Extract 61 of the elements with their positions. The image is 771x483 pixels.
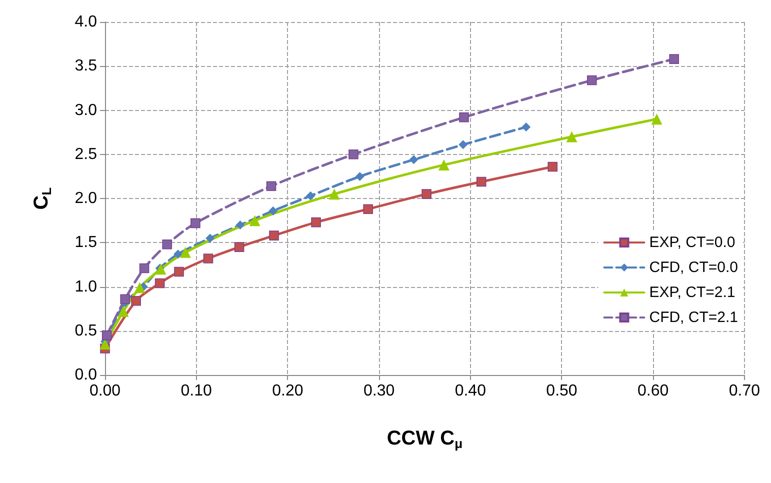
- y-tick-label: 1.5: [74, 234, 98, 252]
- point: [249, 215, 260, 226]
- point: [438, 159, 450, 170]
- point: [174, 250, 183, 259]
- point: [548, 162, 558, 172]
- point: [348, 149, 358, 160]
- x-tick-label: 0.70: [728, 382, 760, 400]
- point: [206, 234, 215, 243]
- point: [409, 155, 418, 164]
- y-tick-label: 3.0: [74, 102, 98, 119]
- y-tick-label: 2.5: [74, 146, 98, 163]
- point: [139, 263, 150, 274]
- x-tick-label: 0.60: [638, 382, 669, 400]
- point: [476, 176, 486, 187]
- y-tick-label: 1.0: [74, 278, 98, 296]
- y-axis-title: CL: [30, 187, 54, 210]
- y-tick-label: 0.5: [74, 322, 98, 340]
- legend-label: EXP, CT=2.1: [649, 284, 736, 301]
- point: [355, 172, 364, 181]
- point: [203, 254, 214, 264]
- y-tick-label: 0.0: [74, 366, 98, 384]
- y-tick-label: 4.0: [74, 14, 98, 30]
- legend-label: CFD, CT=2.1: [649, 309, 738, 326]
- point: [651, 114, 662, 125]
- point: [154, 278, 165, 288]
- point: [328, 188, 340, 200]
- point: [458, 140, 468, 150]
- x-tick-label: 0.20: [272, 382, 304, 400]
- point: [266, 181, 276, 192]
- point: [162, 239, 172, 250]
- legend-label: CFD, CT=0.0: [649, 259, 738, 276]
- legend-label: EXP, CT=0.0: [649, 234, 736, 251]
- point: [234, 242, 244, 252]
- x-tick-label: 0.50: [546, 382, 578, 400]
- y-tick-label: 3.5: [74, 58, 98, 75]
- x-tick-label: 0.40: [454, 382, 486, 400]
- point: [131, 296, 141, 306]
- point: [311, 217, 321, 228]
- point: [120, 294, 130, 304]
- point: [459, 112, 469, 122]
- point: [566, 131, 578, 142]
- x-tick-label: 0.00: [89, 382, 121, 400]
- point: [268, 206, 278, 216]
- point: [190, 218, 200, 228]
- point: [180, 246, 191, 258]
- point: [363, 204, 373, 214]
- point: [134, 282, 146, 294]
- point: [422, 189, 432, 199]
- point: [118, 306, 129, 317]
- point: [269, 230, 279, 240]
- x-tick-label: 0.10: [180, 382, 212, 400]
- point: [174, 266, 184, 277]
- point: [586, 75, 597, 86]
- point: [100, 338, 110, 350]
- y-tick-label: 2.0: [74, 190, 98, 207]
- point: [102, 330, 112, 340]
- point: [522, 122, 531, 132]
- point: [669, 54, 679, 64]
- point: [306, 191, 316, 200]
- point: [236, 220, 245, 230]
- x-tick-label: 0.30: [363, 382, 395, 400]
